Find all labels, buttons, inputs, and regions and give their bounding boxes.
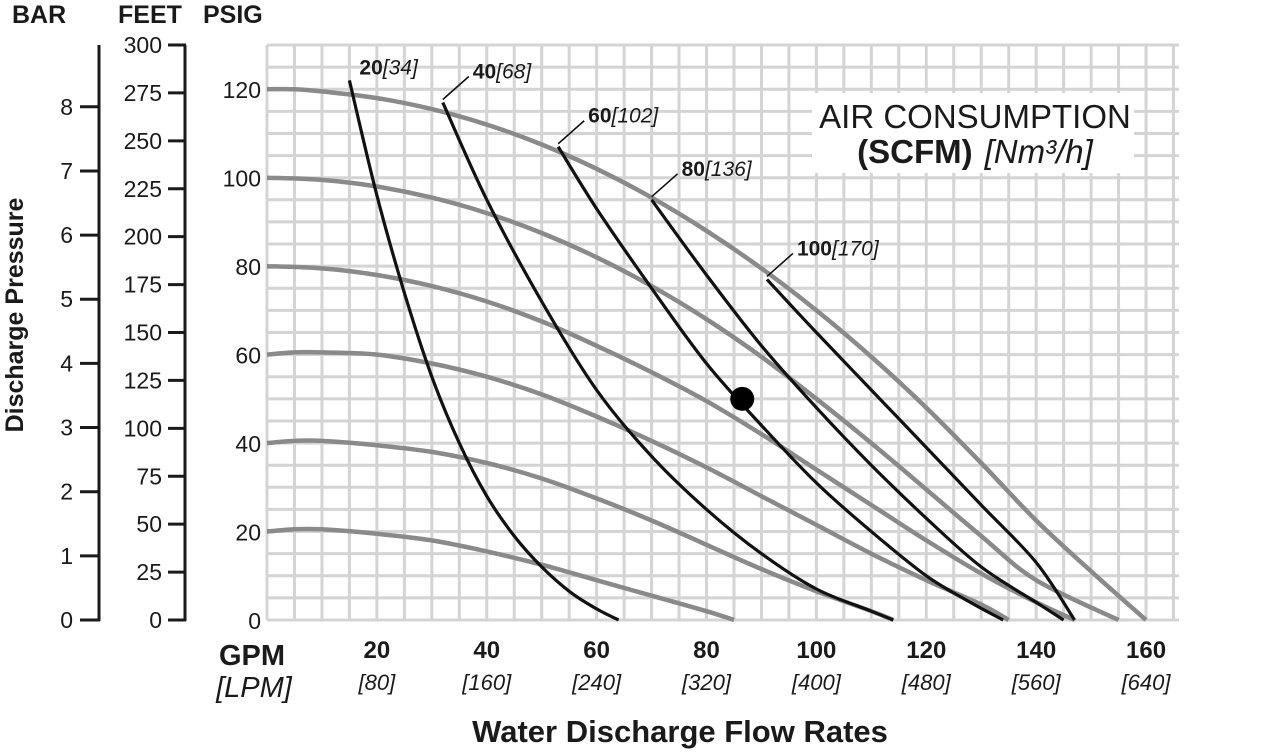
legend-unit-nm3h: [Nm³/h] bbox=[984, 133, 1094, 170]
legend-title-line1: AIR CONSUMPTION bbox=[819, 98, 1131, 135]
x-tick-label-lpm: [640] bbox=[1121, 670, 1172, 695]
bar-tick-label: 7 bbox=[60, 158, 73, 184]
psig-header: PSIG bbox=[203, 1, 263, 29]
air-curve-label-scfm: 100 bbox=[797, 237, 832, 260]
air-curve-label-scfm: 80 bbox=[682, 158, 705, 181]
label-leader-line bbox=[766, 252, 794, 278]
pressure-curve bbox=[266, 263, 1076, 623]
legend-unit-scfm: (SCFM) bbox=[857, 133, 972, 170]
bar-tick-label: 5 bbox=[60, 286, 73, 312]
operating-point-marker bbox=[730, 386, 755, 411]
feet-header: FEET bbox=[118, 1, 182, 29]
air-consumption-curve bbox=[441, 101, 894, 622]
x-tick-label-lpm: [160] bbox=[461, 670, 512, 695]
x-tick-label-gpm: 120 bbox=[906, 637, 946, 664]
bar-tick-label: 6 bbox=[60, 222, 73, 248]
air-curve-label: 40[68] bbox=[473, 61, 533, 84]
feet-tick-label: 300 bbox=[124, 32, 162, 58]
pressure-curves bbox=[266, 86, 1148, 623]
x-tick-label-gpm: 60 bbox=[583, 637, 610, 664]
lpm-unit-label: [LPM] bbox=[215, 672, 293, 704]
feet-tick-label: 175 bbox=[124, 272, 162, 298]
x-axis-title: Water Discharge Flow Rates bbox=[472, 714, 888, 749]
psig-tick-label: 100 bbox=[223, 166, 261, 192]
air-curve-label-nm3h: [170] bbox=[831, 237, 880, 260]
x-tick-label-lpm: [80] bbox=[358, 670, 397, 695]
y-axis-title: Discharge Pressure bbox=[1, 197, 29, 432]
axes: 0204060801001200255075100125150175200225… bbox=[60, 32, 1171, 695]
x-tick-label-lpm: [480] bbox=[901, 670, 952, 695]
air-consumption-curve bbox=[650, 198, 1065, 622]
feet-tick-label: 275 bbox=[124, 80, 162, 106]
pressure-curve bbox=[266, 526, 735, 623]
bar-tick-label: 0 bbox=[60, 607, 73, 633]
psig-tick-label: 80 bbox=[235, 254, 261, 280]
pressure-curve bbox=[266, 175, 1120, 623]
air-curve-label-nm3h: [136] bbox=[704, 158, 753, 181]
bar-tick-label: 8 bbox=[60, 94, 73, 120]
air-curve-label: 100[170] bbox=[797, 237, 880, 260]
x-tick-label-lpm: [240] bbox=[571, 670, 622, 695]
x-tick-label-gpm: 100 bbox=[796, 637, 836, 664]
bar-tick-label: 4 bbox=[60, 350, 73, 376]
legend-title: AIR CONSUMPTION (SCFM) [Nm³/h] bbox=[812, 93, 1134, 173]
psig-tick-label: 20 bbox=[235, 520, 261, 546]
psig-tick-label: 40 bbox=[235, 431, 261, 457]
feet-tick-label: 0 bbox=[149, 607, 162, 633]
air-curve-label-nm3h: [68] bbox=[495, 61, 532, 84]
air-curve-label-scfm: 60 bbox=[588, 105, 611, 128]
feet-tick-label: 50 bbox=[136, 511, 162, 537]
bar-tick-label: 3 bbox=[60, 415, 73, 441]
feet-tick-label: 25 bbox=[136, 559, 162, 585]
air-consumption-curves: 20[34] 40[68] 60[102] 80[136] 100[170] bbox=[347, 56, 1076, 622]
psig-tick-label: 60 bbox=[235, 343, 261, 369]
x-tick-label-lpm: [560] bbox=[1011, 670, 1062, 695]
air-curve-label: 80[136] bbox=[682, 158, 753, 181]
feet-tick-label: 125 bbox=[124, 367, 162, 393]
legend-title-line2: (SCFM) [Nm³/h] bbox=[857, 133, 1093, 170]
air-curve-label-scfm: 40 bbox=[473, 61, 496, 84]
air-consumption-curve bbox=[765, 278, 1076, 621]
x-tick-label-gpm: 20 bbox=[364, 637, 391, 664]
bar-tick-label: 1 bbox=[60, 543, 73, 569]
air-curve-label-scfm: 20 bbox=[359, 56, 382, 79]
x-tick-label-lpm: [400] bbox=[791, 670, 842, 695]
feet-tick-label: 250 bbox=[124, 128, 162, 154]
label-leader-line bbox=[557, 120, 585, 145]
air-curve-label-nm3h: [34] bbox=[382, 56, 419, 79]
x-tick-label-lpm: [320] bbox=[681, 670, 732, 695]
label-leader-line bbox=[651, 173, 679, 198]
feet-tick-label: 150 bbox=[124, 320, 162, 346]
gpm-unit-label: GPM bbox=[219, 640, 285, 672]
psig-tick-label: 0 bbox=[248, 608, 261, 634]
feet-tick-label: 200 bbox=[124, 224, 162, 250]
x-tick-label-gpm: 80 bbox=[693, 637, 720, 664]
air-curve-label-nm3h: [102] bbox=[611, 105, 660, 128]
bar-header: BAR bbox=[12, 1, 66, 29]
pressure-curve bbox=[266, 349, 1010, 622]
bar-tick-label: 2 bbox=[60, 479, 73, 505]
pressure-curve bbox=[266, 86, 1148, 622]
label-leader-line bbox=[442, 75, 470, 101]
x-tick-label-gpm: 140 bbox=[1016, 637, 1056, 664]
feet-tick-label: 100 bbox=[124, 415, 162, 441]
pressure-curve bbox=[266, 438, 895, 623]
psig-tick-label: 120 bbox=[223, 77, 261, 103]
air-consumption-curve bbox=[347, 80, 620, 622]
feet-tick-label: 75 bbox=[136, 463, 162, 489]
feet-tick-label: 225 bbox=[124, 176, 162, 202]
air-consumption-curve bbox=[556, 145, 1004, 622]
air-curve-label: 20[34] bbox=[359, 56, 419, 79]
air-curve-label: 60[102] bbox=[588, 105, 659, 128]
x-tick-label-gpm: 160 bbox=[1126, 637, 1166, 664]
x-tick-label-gpm: 40 bbox=[473, 637, 500, 664]
